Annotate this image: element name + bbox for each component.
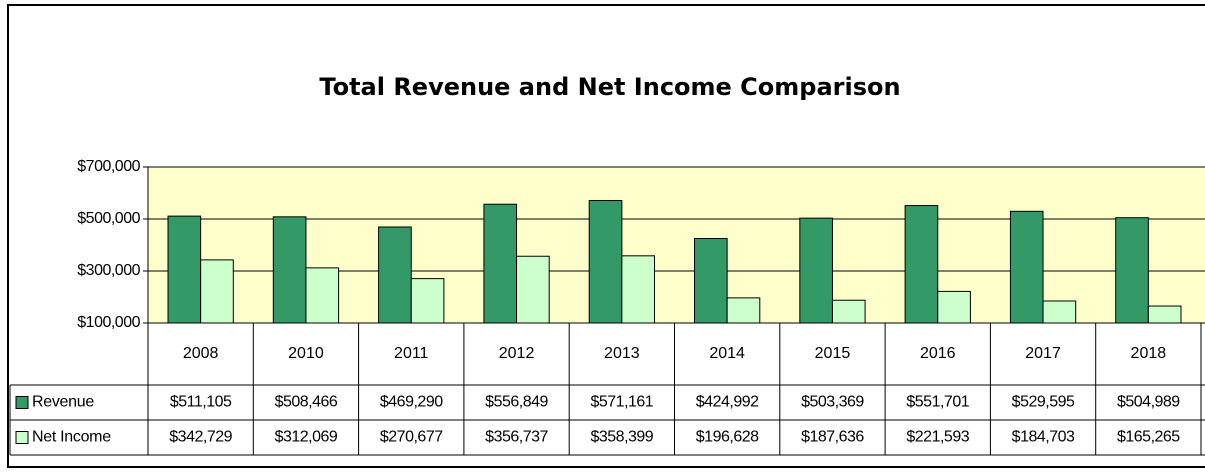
bar xyxy=(726,297,761,324)
bar xyxy=(167,215,202,324)
table-value: $165,265 xyxy=(1117,429,1180,446)
x-tick-label: 2017 xyxy=(1025,345,1061,362)
legend-key xyxy=(15,396,29,409)
x-tick-label: 2012 xyxy=(499,345,535,362)
table-value: $221,593 xyxy=(906,429,969,446)
y-tick-label: $700,000 xyxy=(77,158,140,175)
legend-key xyxy=(15,431,29,444)
x-tick-label: 2015 xyxy=(815,345,851,362)
table-value: $556,849 xyxy=(485,394,548,411)
bar xyxy=(305,267,340,324)
bar xyxy=(621,255,655,324)
legend-label: Revenue xyxy=(32,394,94,411)
x-tick-label: 2016 xyxy=(920,345,956,362)
x-tick-label: 2013 xyxy=(604,345,640,362)
x-tick-label: 2008 xyxy=(183,345,219,362)
table-value: $529,595 xyxy=(1012,394,1075,411)
legend-label: Net Income xyxy=(32,429,111,446)
table-value: $503,369 xyxy=(801,394,864,411)
bar xyxy=(799,217,833,324)
bar xyxy=(588,199,623,324)
bar xyxy=(1042,300,1077,324)
x-tick-label: 2018 xyxy=(1131,345,1167,362)
bar xyxy=(831,299,866,324)
bar xyxy=(516,255,550,324)
bar xyxy=(904,205,939,324)
bar xyxy=(378,226,412,324)
bar xyxy=(200,259,234,324)
chart-title: Total Revenue and Net Income Comparison xyxy=(319,73,900,101)
bar xyxy=(937,290,971,324)
table-value: $196,628 xyxy=(696,429,759,446)
y-tick-label: $100,000 xyxy=(77,314,140,331)
x-tick-label: 2014 xyxy=(709,345,745,362)
table-value: $504,989 xyxy=(1117,394,1180,411)
table-value: $342,729 xyxy=(169,429,232,446)
x-tick-label: 2011 xyxy=(394,345,429,362)
bar xyxy=(1115,217,1149,324)
bar xyxy=(1147,305,1182,324)
table-value: $356,737 xyxy=(485,429,548,446)
table-value: $270,677 xyxy=(380,429,443,446)
bar xyxy=(1009,210,1044,324)
table-value: $184,703 xyxy=(1012,429,1075,446)
table-value: $187,636 xyxy=(801,429,864,446)
table-value: $511,105 xyxy=(170,394,232,411)
table-value: $424,992 xyxy=(696,394,759,411)
bar xyxy=(483,203,518,324)
table-value: $571,161 xyxy=(590,394,653,411)
table-value: $312,069 xyxy=(275,429,338,446)
bar xyxy=(694,238,728,324)
bar xyxy=(410,278,445,324)
x-tick-label: 2010 xyxy=(288,345,324,362)
y-tick-label: $500,000 xyxy=(77,210,140,227)
bar xyxy=(272,216,307,324)
table-value: $551,701 xyxy=(906,394,969,411)
y-tick-label: $300,000 xyxy=(77,262,140,279)
table-value: $469,290 xyxy=(380,394,443,411)
table-value: $358,399 xyxy=(590,429,653,446)
table-value: $508,466 xyxy=(275,394,338,411)
